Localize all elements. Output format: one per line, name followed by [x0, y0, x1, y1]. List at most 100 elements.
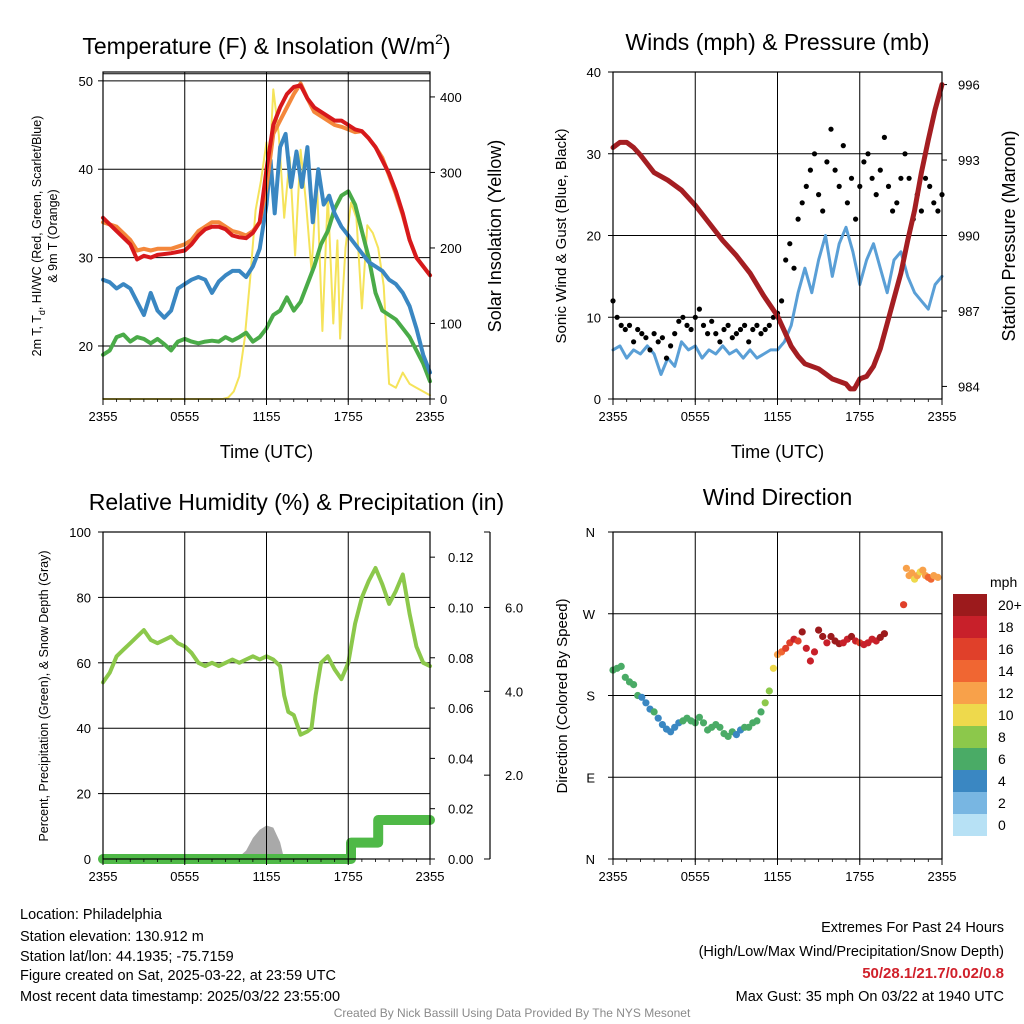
- direction-point: [638, 693, 646, 701]
- legend-swatch: [953, 748, 987, 770]
- gust-point: [791, 265, 797, 271]
- y2-axis-label: Solar Insolation (Yellow): [485, 140, 505, 332]
- x-axis-label: Time (UTC): [220, 442, 313, 462]
- direction-point: [732, 731, 741, 739]
- direction-point: [654, 714, 662, 722]
- gust-point: [696, 306, 703, 312]
- gust-point: [848, 175, 855, 181]
- gust-point: [758, 331, 764, 337]
- y-label-part: , HI/WC (Red, Green, Scarlet/Blue): [30, 116, 44, 311]
- extremes-values: 50/28.1/21.7/0.02/0.8: [862, 965, 1004, 982]
- y-tick-label: 10: [587, 310, 601, 325]
- direction-point: [919, 566, 927, 574]
- x-tick-label: 0555: [170, 409, 199, 424]
- gust-point: [832, 167, 838, 173]
- y-tick-label: 100: [69, 525, 91, 540]
- legend-swatch: [953, 660, 987, 682]
- gust-point: [762, 326, 768, 333]
- gust-point: [853, 216, 859, 222]
- x-tick-label: 2355: [89, 409, 118, 424]
- direction-point: [823, 639, 831, 647]
- y2-tick-label: 984: [958, 379, 980, 394]
- y-axis-label: Percent, Precipitation (Green), & Snow D…: [37, 550, 51, 841]
- y2-axis-label: Station Pressure (Maroon): [999, 130, 1019, 341]
- x-tick-label: 2355: [89, 869, 118, 884]
- max-gust: Max Gust: 35 mph On 03/22 at 1940 UTC: [735, 989, 1004, 1005]
- legend-label: 16: [998, 641, 1014, 657]
- gust-point: [709, 318, 715, 324]
- x-tick-label: 0555: [681, 409, 710, 424]
- gust-point: [898, 175, 904, 181]
- y-tick-label: N: [586, 525, 595, 540]
- direction-point: [716, 723, 724, 731]
- gust-point: [906, 175, 912, 181]
- gust-point: [869, 175, 875, 181]
- x-tick-label: 1155: [253, 869, 281, 884]
- legend-swatch: [953, 616, 987, 638]
- gust-point: [651, 331, 657, 337]
- x-tick-label: 1155: [764, 409, 792, 424]
- gust-point: [659, 335, 666, 341]
- direction-point: [782, 644, 790, 652]
- y-tick-label: 0: [594, 392, 601, 407]
- gust-point: [779, 298, 785, 304]
- y2-tick-label: 993: [958, 153, 980, 168]
- y-tick-label: 20: [587, 229, 601, 244]
- legend-label: 20+: [998, 597, 1022, 613]
- gust-point: [684, 322, 690, 328]
- gust-point: [840, 143, 846, 149]
- chart-title-superscript: 2: [435, 31, 443, 47]
- y-tick-label: 30: [79, 251, 93, 266]
- gust-point: [618, 322, 624, 328]
- wind-direction-panel: Wind Direction N E S W N 2355 0555 1155 1755 2355 D…: [554, 484, 1022, 884]
- gust-point: [717, 339, 723, 345]
- gust-point: [890, 208, 896, 214]
- gust-point: [902, 151, 908, 157]
- legend-label: 18: [998, 619, 1014, 635]
- humidity-plot-frame: [102, 531, 431, 860]
- gust-point: [824, 159, 830, 165]
- footer-latlon: Station lat/lon: 44.1935; -75.7159: [20, 949, 234, 965]
- direction-point: [617, 662, 625, 671]
- legend-label: 8: [998, 729, 1006, 745]
- gust-point: [836, 183, 842, 189]
- gust-point: [816, 192, 822, 198]
- y2-tick-label: 0.12: [448, 550, 473, 565]
- gust-point: [811, 151, 818, 157]
- gust-point: [931, 200, 937, 206]
- legend-label: 4: [998, 773, 1006, 789]
- gust-point: [861, 159, 867, 165]
- x-tick-label: 2355: [928, 409, 957, 424]
- gust-point: [635, 326, 641, 333]
- y-tick-label: 60: [77, 656, 91, 671]
- direction-point: [765, 687, 773, 695]
- y2-tick-label: 996: [958, 78, 980, 93]
- direction-point: [761, 699, 769, 707]
- x-axis-label: Time (UTC): [731, 442, 824, 462]
- y2-tick-label: 300: [440, 165, 462, 180]
- footer-elevation: Station elevation: 130.912 m: [20, 929, 204, 945]
- y-tick-label: 40: [587, 65, 601, 80]
- gust-point: [737, 326, 744, 333]
- extremes-subtitle: (High/Low/Max Wind/Precipitation/Snow De…: [698, 944, 1004, 960]
- gust-point: [820, 208, 826, 214]
- y-tick-label: 40: [79, 162, 93, 177]
- legend-swatch: [953, 594, 987, 616]
- gust-point: [672, 331, 678, 337]
- gust-point: [668, 343, 674, 349]
- direction-point: [650, 708, 658, 716]
- y-tick-label: N: [586, 852, 595, 867]
- legend-swatch: [953, 814, 987, 836]
- footer-created: Figure created on Sat, 2025-03-22, at 23…: [20, 968, 336, 984]
- legend-swatch: [953, 704, 987, 726]
- chart-title: Wind Direction: [703, 484, 853, 510]
- direction-point: [802, 644, 810, 652]
- gust-point: [750, 326, 756, 333]
- chart-title: Temperature (F) & Insolation (W/m2): [82, 31, 450, 59]
- gust-point: [865, 151, 871, 157]
- y-tick-label: W: [583, 607, 596, 622]
- y-axis-label-line1: 2m T, Td, HI/WC (Red, Green, Scarlet/Blu…: [30, 116, 47, 357]
- direction-point: [900, 601, 908, 609]
- direction-point: [630, 681, 638, 689]
